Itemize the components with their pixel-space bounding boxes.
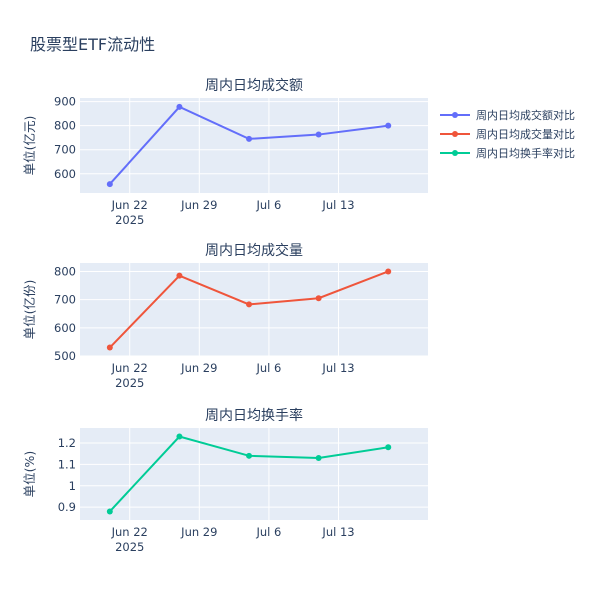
legend-label: 周内日均成交量对比 bbox=[476, 127, 575, 141]
data-point bbox=[106, 181, 113, 188]
y-axis-title: 单位(%) bbox=[22, 451, 37, 498]
y-tick-label: 1.1 bbox=[58, 457, 76, 471]
data-point bbox=[246, 135, 253, 142]
y-tick-label: 1 bbox=[69, 479, 76, 493]
data-point bbox=[246, 452, 253, 459]
data-point bbox=[315, 131, 322, 138]
y-tick-label: 500 bbox=[54, 349, 76, 363]
x-year-label: 2025 bbox=[115, 213, 144, 227]
x-tick-label: Jul 13 bbox=[321, 525, 354, 539]
y-tick-label: 800 bbox=[54, 119, 76, 133]
y-axis-title: 单位(亿份) bbox=[22, 280, 37, 340]
y-tick-label: 1.2 bbox=[58, 436, 76, 450]
data-point bbox=[106, 508, 113, 515]
subplot-title: 周内日均成交额 bbox=[205, 77, 303, 94]
y-tick-label: 900 bbox=[54, 95, 76, 109]
y-tick-label: 800 bbox=[54, 264, 76, 278]
data-point bbox=[385, 444, 392, 451]
y-tick-label: 700 bbox=[54, 293, 76, 307]
legend-marker bbox=[452, 112, 458, 118]
legend-label: 周内日均成交额对比 bbox=[476, 108, 575, 122]
x-year-label: 2025 bbox=[115, 540, 144, 554]
data-point bbox=[315, 454, 322, 461]
data-point bbox=[385, 268, 392, 275]
plot-area bbox=[80, 428, 428, 520]
y-axis-title: 单位(亿元) bbox=[22, 116, 37, 176]
data-point bbox=[176, 433, 183, 440]
y-tick-label: 0.9 bbox=[58, 500, 76, 514]
x-tick-label: Jun 29 bbox=[180, 525, 217, 539]
x-tick-label: Jul 13 bbox=[321, 198, 354, 212]
plot-area bbox=[80, 98, 428, 193]
data-point bbox=[315, 295, 322, 302]
x-tick-label: Jun 22 bbox=[111, 361, 148, 375]
x-tick-label: Jul 6 bbox=[255, 361, 281, 375]
x-tick-label: Jun 29 bbox=[180, 198, 217, 212]
y-tick-label: 600 bbox=[54, 167, 76, 181]
data-point bbox=[176, 272, 183, 279]
x-tick-label: Jun 22 bbox=[111, 525, 148, 539]
data-point bbox=[246, 301, 253, 308]
legend-label: 周内日均换手率对比 bbox=[476, 146, 575, 160]
data-point bbox=[385, 122, 392, 129]
x-tick-label: Jul 13 bbox=[321, 361, 354, 375]
x-tick-label: Jun 22 bbox=[111, 198, 148, 212]
legend-marker bbox=[452, 131, 458, 137]
data-point bbox=[176, 103, 183, 110]
y-tick-label: 600 bbox=[54, 321, 76, 335]
subplot-title: 周内日均换手率 bbox=[205, 407, 303, 424]
legend-marker bbox=[452, 150, 458, 156]
x-tick-label: Jul 6 bbox=[255, 525, 281, 539]
data-point bbox=[106, 344, 113, 351]
chart-title: 股票型ETF流动性 bbox=[30, 35, 155, 54]
x-tick-label: Jul 6 bbox=[255, 198, 281, 212]
subplot-title: 周内日均成交量 bbox=[205, 242, 303, 259]
x-tick-label: Jun 29 bbox=[180, 361, 217, 375]
y-tick-label: 700 bbox=[54, 143, 76, 157]
x-year-label: 2025 bbox=[115, 376, 144, 390]
